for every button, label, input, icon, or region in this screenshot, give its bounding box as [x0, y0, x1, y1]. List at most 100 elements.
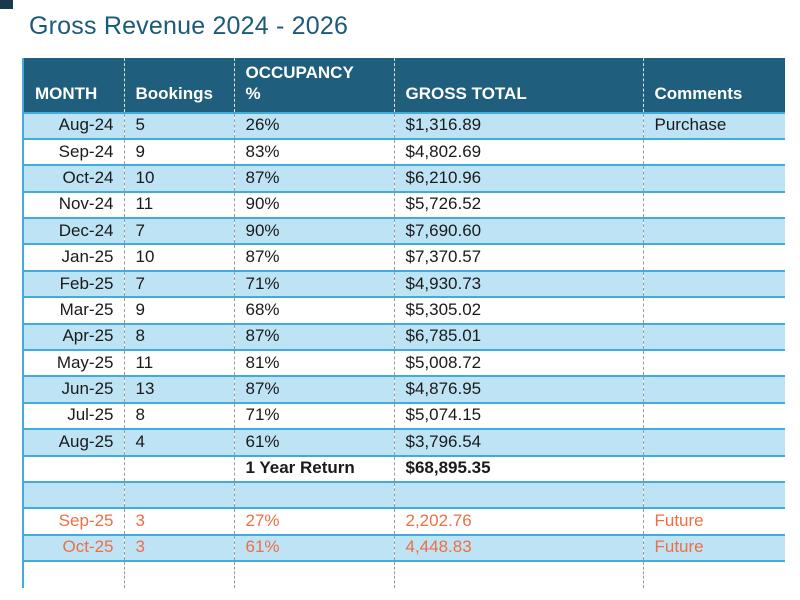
cell-gross-total[interactable]: $7,690.60: [393, 218, 643, 245]
cell-gross-total[interactable]: [393, 561, 643, 588]
cell-occupancy[interactable]: 87%: [233, 165, 394, 192]
col-header-gross-total[interactable]: GROSS TOTAL: [393, 58, 643, 113]
cell-comments[interactable]: [642, 297, 785, 324]
cell-occupancy[interactable]: 83%: [233, 138, 394, 166]
cell-occupancy[interactable]: [233, 481, 394, 509]
cell-occupancy[interactable]: 61%: [233, 534, 394, 562]
cell-month[interactable]: Oct-25: [62, 537, 114, 557]
cell-gross-total[interactable]: $4,930.73: [393, 270, 643, 298]
cell-comments[interactable]: [642, 165, 785, 192]
cell-bookings[interactable]: 13: [123, 376, 234, 403]
cell-occupancy[interactable]: 90%: [233, 191, 394, 219]
cell-gross-total[interactable]: $6,785.01: [393, 323, 643, 351]
cell-comments[interactable]: [642, 270, 785, 298]
cell-gross-total[interactable]: $5,008.72: [393, 350, 643, 377]
cell-gross-total[interactable]: $5,305.02: [393, 297, 643, 324]
cell-bookings[interactable]: 11: [123, 350, 234, 377]
cell-month[interactable]: Dec-24: [58, 220, 114, 240]
cell-gross-total[interactable]: $5,726.52: [393, 191, 643, 219]
cell-gross-total[interactable]: 4,448.83: [393, 534, 643, 562]
col-header-occupancy[interactable]: OCCUPANCY %: [233, 58, 394, 113]
cell-month[interactable]: Jan-25: [61, 247, 114, 267]
cell-bookings[interactable]: 8: [123, 323, 234, 351]
cell-occupancy[interactable]: 61%: [233, 429, 394, 456]
cell-month[interactable]: Nov-24: [58, 194, 114, 214]
cell-occupancy[interactable]: 87%: [233, 376, 394, 403]
cell-gross-total[interactable]: $5,074.15: [393, 402, 643, 430]
cell-bookings[interactable]: 7: [123, 218, 234, 245]
cell-bookings[interactable]: 11: [123, 191, 234, 219]
table-row: Nov-24 11 90% $5,726.52: [23, 191, 785, 219]
cell-occupancy[interactable]: 27%: [233, 508, 394, 535]
cell-month[interactable]: Sep-25: [58, 511, 114, 531]
cell-bookings[interactable]: 9: [123, 138, 234, 166]
cell-month[interactable]: Feb-25: [59, 273, 114, 293]
cell-occupancy[interactable]: 1 Year Return: [233, 455, 394, 482]
cell-month[interactable]: Aug-24: [58, 115, 114, 135]
cell-month[interactable]: Sep-24: [58, 141, 114, 161]
cell-comments[interactable]: [642, 350, 785, 377]
cell-month[interactable]: Jun-25: [61, 379, 114, 399]
cell-gross-total[interactable]: $1,316.89: [393, 112, 643, 139]
cell-month[interactable]: [23, 456, 124, 482]
cell-occupancy[interactable]: 68%: [233, 297, 394, 324]
cell-comments[interactable]: [642, 138, 785, 166]
cell-month[interactable]: [23, 482, 124, 508]
cell-comments[interactable]: [642, 402, 785, 430]
cell-comments[interactable]: [642, 481, 785, 509]
cell-comments[interactable]: [642, 218, 785, 245]
cell-gross-total[interactable]: $68,895.35: [393, 455, 643, 482]
cell-bookings[interactable]: [123, 455, 234, 482]
cell-month[interactable]: Jul-25: [67, 405, 114, 425]
cell-month[interactable]: Mar-25: [59, 299, 114, 319]
cell-gross-total[interactable]: $3,796.54: [393, 429, 643, 456]
cell-bookings[interactable]: 10: [123, 165, 234, 192]
cell-bookings[interactable]: 7: [123, 270, 234, 298]
cell-bookings[interactable]: 8: [123, 402, 234, 430]
cell-bookings[interactable]: 3: [123, 534, 234, 562]
cell-comments[interactable]: [642, 323, 785, 351]
cell-comments[interactable]: Future: [642, 508, 785, 535]
cell-month[interactable]: May-25: [56, 352, 114, 372]
cell-comments[interactable]: [642, 429, 785, 456]
cell-month[interactable]: Oct-24: [62, 167, 114, 187]
cell-occupancy[interactable]: 71%: [233, 270, 394, 298]
col-header-comments[interactable]: Comments: [642, 58, 785, 113]
cell-occupancy[interactable]: 87%: [233, 323, 394, 351]
table-row: [23, 481, 785, 509]
cell-occupancy[interactable]: [233, 561, 394, 588]
table-row: May-25 11 81% $5,008.72: [23, 350, 785, 377]
cell-gross-total[interactable]: $4,802.69: [393, 138, 643, 166]
cell-occupancy[interactable]: 26%: [233, 112, 394, 139]
cell-occupancy[interactable]: 81%: [233, 350, 394, 377]
cell-gross-total[interactable]: $6,210.96: [393, 165, 643, 192]
table-row: Jan-25 10 87% $7,370.57: [23, 244, 785, 271]
col-header-month[interactable]: MONTH: [23, 58, 124, 113]
cell-comments[interactable]: Purchase: [642, 112, 785, 139]
cell-bookings[interactable]: 4: [123, 429, 234, 456]
cell-bookings[interactable]: 5: [123, 112, 234, 139]
cell-comments[interactable]: [642, 561, 785, 588]
cell-bookings[interactable]: 10: [123, 244, 234, 271]
cell-month[interactable]: Apr-25: [62, 326, 114, 346]
cell-comments[interactable]: [642, 244, 785, 271]
table-row: Dec-24 7 90% $7,690.60: [23, 218, 785, 245]
cell-month[interactable]: Aug-25: [58, 431, 114, 451]
cell-comments[interactable]: [642, 376, 785, 403]
cell-occupancy[interactable]: 90%: [233, 218, 394, 245]
cell-occupancy[interactable]: 87%: [233, 244, 394, 271]
cell-gross-total[interactable]: [393, 481, 643, 509]
cell-bookings[interactable]: [123, 481, 234, 509]
col-header-bookings[interactable]: Bookings: [123, 58, 234, 113]
cell-bookings[interactable]: 3: [123, 508, 234, 535]
cell-comments[interactable]: [642, 191, 785, 219]
cell-occupancy[interactable]: 71%: [233, 402, 394, 430]
cell-bookings[interactable]: [123, 561, 234, 588]
cell-month[interactable]: [23, 561, 124, 587]
cell-gross-total[interactable]: $7,370.57: [393, 244, 643, 271]
cell-comments[interactable]: Future: [642, 534, 785, 562]
cell-bookings[interactable]: 9: [123, 297, 234, 324]
cell-gross-total[interactable]: $4,876.95: [393, 376, 643, 403]
cell-comments[interactable]: [642, 455, 785, 482]
cell-gross-total[interactable]: 2,202.76: [393, 508, 643, 535]
